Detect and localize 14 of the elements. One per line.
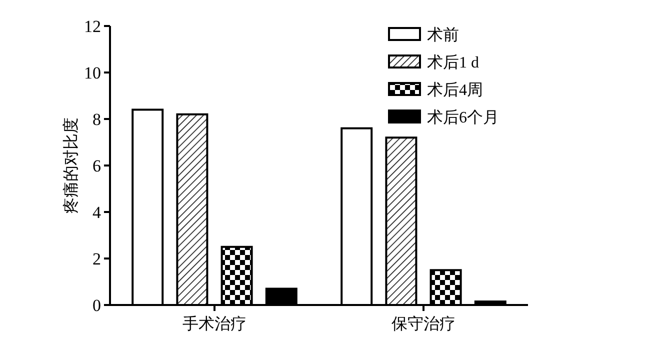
legend-label: 术前	[427, 26, 459, 44]
x-tick-label: 手术治疗	[182, 315, 246, 333]
y-tick-label: 10	[84, 64, 101, 82]
y-tick-label: 4	[92, 203, 102, 222]
legend-label: 术后6个月	[427, 108, 499, 126]
y-axis-title: 疼痛的对比度	[62, 118, 80, 214]
y-tick-label: 2	[92, 250, 101, 268]
legend-label: 术后4周	[427, 81, 483, 99]
legend-label: 术后1 d	[427, 54, 479, 72]
y-tick-label: 6	[92, 156, 101, 176]
y-tick-label: 0	[92, 296, 101, 315]
x-tick-label: 保守治疗	[392, 315, 456, 333]
y-tick-label: 8	[92, 110, 101, 129]
y-tick-label: 12	[84, 17, 101, 36]
